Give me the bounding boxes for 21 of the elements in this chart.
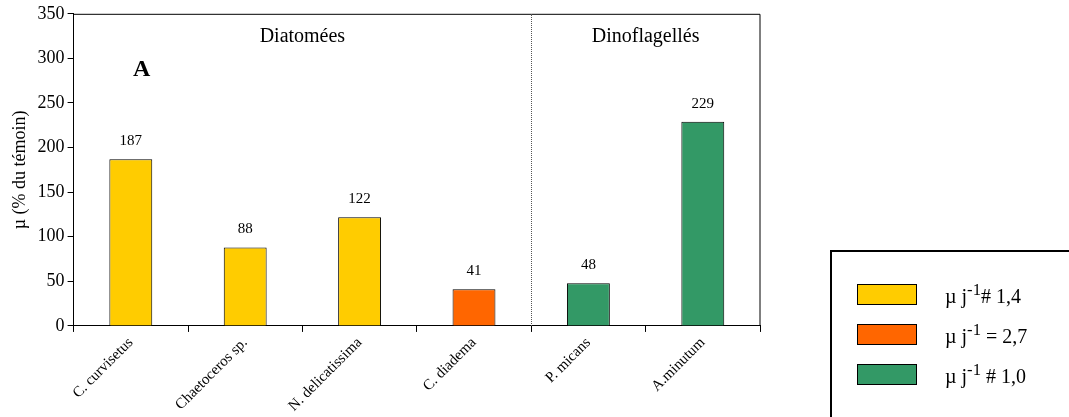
legend-label: µ j$^{-1}$ # 1,0 (945, 360, 1026, 388)
y-tick-label: 350 (37, 2, 65, 23)
annotation: Diatomées (259, 23, 346, 47)
annotation: A (133, 55, 151, 82)
y-tick-label: 50 (46, 270, 65, 291)
y-axis-title: µ (% du témoin) (8, 110, 30, 230)
legend-label: µ j$^{-1}$ = 2,7 (945, 320, 1028, 348)
data-label: 187 (119, 132, 143, 149)
y-tick-label: 150 (37, 180, 65, 201)
data-label: 88 (237, 220, 253, 237)
y-tick-label: 200 (37, 136, 65, 157)
y-tick-label: 0 (55, 314, 65, 335)
y-tick-label: 300 (37, 47, 65, 68)
data-label: 41 (466, 262, 482, 279)
data-label: 122 (348, 190, 371, 207)
data-label: 229 (691, 94, 715, 111)
y-tick-label: 250 (37, 91, 65, 112)
data-label: 48 (580, 256, 596, 273)
legend-label: µ j$^{-1}$# 1,4 (945, 280, 1021, 308)
y-tick-label: 100 (37, 225, 65, 246)
annotation: Dinoflagellés (591, 23, 700, 47)
